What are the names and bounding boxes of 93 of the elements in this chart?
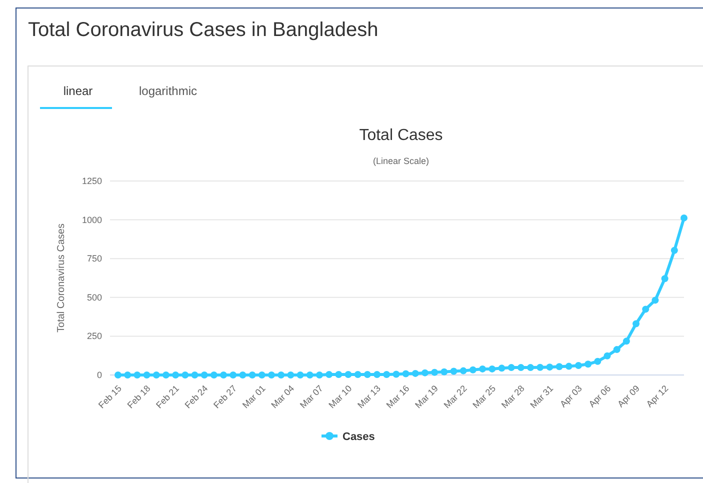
- point: [354, 371, 362, 378]
- point: [287, 372, 294, 378]
- y-tick-label: 750: [86, 254, 102, 264]
- point: [565, 362, 572, 370]
- point: [335, 371, 342, 378]
- point: [517, 364, 524, 372]
- x-tick-label: Feb 21: [154, 383, 181, 410]
- point: [172, 372, 180, 378]
- point: [613, 346, 620, 354]
- point: [364, 371, 371, 378]
- point: [574, 362, 582, 370]
- point: [412, 370, 419, 377]
- x-tick-label: Mar 22: [442, 383, 469, 410]
- point: [268, 372, 275, 378]
- legend-label: Cases: [342, 431, 375, 443]
- point: [191, 372, 198, 378]
- point: [383, 371, 390, 378]
- point: [604, 352, 611, 360]
- point: [431, 368, 438, 376]
- x-tick-label: Mar 01: [240, 383, 268, 410]
- point: [527, 364, 534, 372]
- point: [498, 364, 506, 372]
- point: [278, 372, 285, 378]
- x-tick-label: Mar 31: [528, 383, 556, 410]
- chart-title: Total Cases: [359, 127, 443, 144]
- point: [508, 364, 515, 372]
- point: [440, 368, 448, 376]
- x-tick-label: Apr 03: [558, 383, 584, 410]
- y-tick-label: 1000: [82, 214, 102, 225]
- text: logarithmic: [138, 84, 198, 98]
- x-tick-label: Mar 25: [470, 383, 498, 410]
- point: [134, 372, 141, 378]
- point: [661, 275, 668, 282]
- point: [344, 371, 352, 378]
- point: [306, 372, 314, 378]
- y-tick-label: 1250: [82, 176, 102, 186]
- point: [479, 365, 486, 372]
- point: [642, 306, 650, 313]
- x-tick-label: Feb 15: [96, 383, 124, 410]
- text: Total Coronavirus Cases in Bangladesh: [28, 19, 378, 41]
- point: [230, 372, 237, 378]
- x-tick-label: Mar 13: [356, 383, 382, 410]
- point: [670, 246, 678, 254]
- point: [182, 372, 189, 378]
- point: [556, 363, 563, 370]
- x-tick-label: Mar 04: [269, 383, 296, 410]
- point: [200, 372, 208, 378]
- point: [114, 372, 122, 378]
- x-tick-label: Feb 27: [212, 383, 239, 410]
- point: [488, 365, 496, 372]
- point: [546, 364, 554, 371]
- point: [594, 358, 602, 365]
- x-tick-label: Mar 10: [326, 383, 354, 410]
- point: [210, 372, 218, 378]
- point: [450, 368, 458, 375]
- chart-subtitle: (Linear Scale): [372, 156, 430, 166]
- point: [622, 338, 630, 345]
- point: [680, 214, 688, 222]
- point: [632, 320, 640, 328]
- point: [248, 372, 256, 378]
- point: [460, 367, 467, 374]
- point: [652, 296, 659, 304]
- point: [258, 372, 266, 378]
- point: [392, 370, 400, 378]
- x-tick-label: Apr 09: [616, 383, 642, 410]
- y-tick-label: 500: [86, 292, 102, 302]
- point: [162, 372, 170, 378]
- x-tick-label: Apr 12: [644, 383, 670, 410]
- point: [239, 372, 246, 378]
- point: [469, 366, 476, 374]
- point: [316, 372, 323, 378]
- text: linear: [63, 84, 93, 98]
- x-tick-label: Feb 18: [125, 383, 152, 410]
- y-tick-label: 0: [96, 370, 102, 380]
- x-tick-label: Feb 24: [182, 383, 210, 410]
- x-tick-label: Apr 06: [586, 383, 613, 410]
- point: [326, 371, 333, 378]
- x-tick-label: Mar 07: [298, 383, 325, 410]
- point: [374, 371, 381, 378]
- x-tick-label: Mar 28: [499, 383, 526, 410]
- point: [152, 372, 160, 378]
- point: [402, 370, 410, 378]
- y-axis-title: Total Coronavirus Cases: [56, 224, 67, 332]
- point: [421, 369, 428, 376]
- x-tick-label: Mar 19: [413, 383, 440, 410]
- point: [143, 372, 150, 378]
- point: [220, 372, 228, 378]
- point: [584, 360, 592, 368]
- point: [536, 364, 544, 371]
- point: [296, 372, 304, 378]
- x-tick-label: Mar 16: [384, 383, 412, 410]
- y-tick-label: 250: [86, 331, 102, 342]
- point: [124, 372, 132, 378]
